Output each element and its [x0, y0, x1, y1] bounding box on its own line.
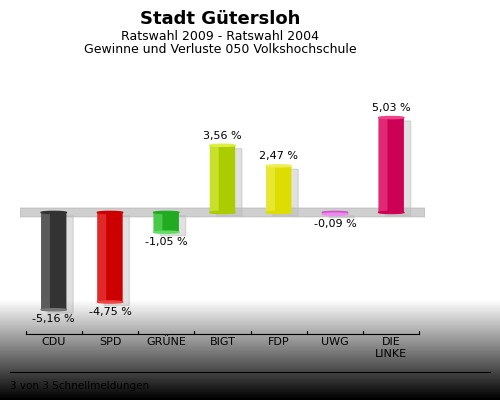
- FancyBboxPatch shape: [378, 118, 404, 212]
- Ellipse shape: [378, 116, 404, 119]
- FancyBboxPatch shape: [386, 121, 410, 216]
- FancyBboxPatch shape: [154, 212, 179, 232]
- FancyBboxPatch shape: [98, 212, 106, 302]
- FancyBboxPatch shape: [98, 212, 122, 302]
- Text: 3,56 %: 3,56 %: [203, 130, 242, 140]
- Ellipse shape: [266, 165, 291, 167]
- Text: Gewinne und Verluste 050 Volkshochschule: Gewinne und Verluste 050 Volkshochschule: [84, 43, 356, 56]
- Ellipse shape: [154, 231, 179, 233]
- Ellipse shape: [98, 211, 122, 214]
- FancyBboxPatch shape: [210, 145, 218, 212]
- Ellipse shape: [378, 211, 404, 214]
- Ellipse shape: [154, 211, 179, 214]
- Text: 2,47 %: 2,47 %: [259, 151, 298, 161]
- Text: Stadt Gütersloh: Stadt Gütersloh: [140, 10, 300, 28]
- FancyBboxPatch shape: [216, 149, 242, 216]
- FancyBboxPatch shape: [266, 166, 291, 212]
- Text: -1,05 %: -1,05 %: [145, 237, 188, 247]
- FancyBboxPatch shape: [266, 166, 275, 212]
- Text: UWG: UWG: [321, 337, 349, 347]
- Text: DIE
LINKE: DIE LINKE: [375, 337, 408, 358]
- Text: 5,03 %: 5,03 %: [372, 103, 410, 113]
- FancyBboxPatch shape: [322, 212, 347, 214]
- FancyBboxPatch shape: [210, 145, 235, 212]
- FancyBboxPatch shape: [154, 212, 162, 232]
- FancyBboxPatch shape: [41, 212, 50, 310]
- Ellipse shape: [266, 211, 291, 214]
- FancyBboxPatch shape: [20, 208, 425, 217]
- Text: GRÜNE: GRÜNE: [146, 337, 186, 347]
- FancyBboxPatch shape: [329, 216, 354, 218]
- Text: FDP: FDP: [268, 337, 289, 347]
- FancyBboxPatch shape: [160, 216, 186, 236]
- Ellipse shape: [322, 213, 347, 215]
- FancyBboxPatch shape: [273, 169, 298, 216]
- Ellipse shape: [210, 144, 235, 146]
- Text: Ratswahl 2009 - Ratswahl 2004: Ratswahl 2009 - Ratswahl 2004: [121, 30, 319, 43]
- Ellipse shape: [210, 211, 235, 214]
- FancyBboxPatch shape: [48, 216, 73, 313]
- Ellipse shape: [98, 301, 122, 303]
- Ellipse shape: [41, 211, 66, 214]
- Text: CDU: CDU: [42, 337, 66, 347]
- Text: -5,16 %: -5,16 %: [32, 314, 75, 324]
- FancyBboxPatch shape: [378, 118, 388, 212]
- Text: -4,75 %: -4,75 %: [88, 307, 132, 317]
- Text: BIGT: BIGT: [210, 337, 236, 347]
- Text: -0,09 %: -0,09 %: [314, 219, 356, 229]
- Text: SPD: SPD: [99, 337, 121, 347]
- Ellipse shape: [322, 211, 347, 214]
- Ellipse shape: [41, 309, 66, 311]
- FancyBboxPatch shape: [104, 216, 130, 306]
- Text: 3 von 3 Schnellmeldungen: 3 von 3 Schnellmeldungen: [10, 381, 149, 391]
- FancyBboxPatch shape: [41, 212, 66, 310]
- FancyBboxPatch shape: [322, 212, 331, 214]
